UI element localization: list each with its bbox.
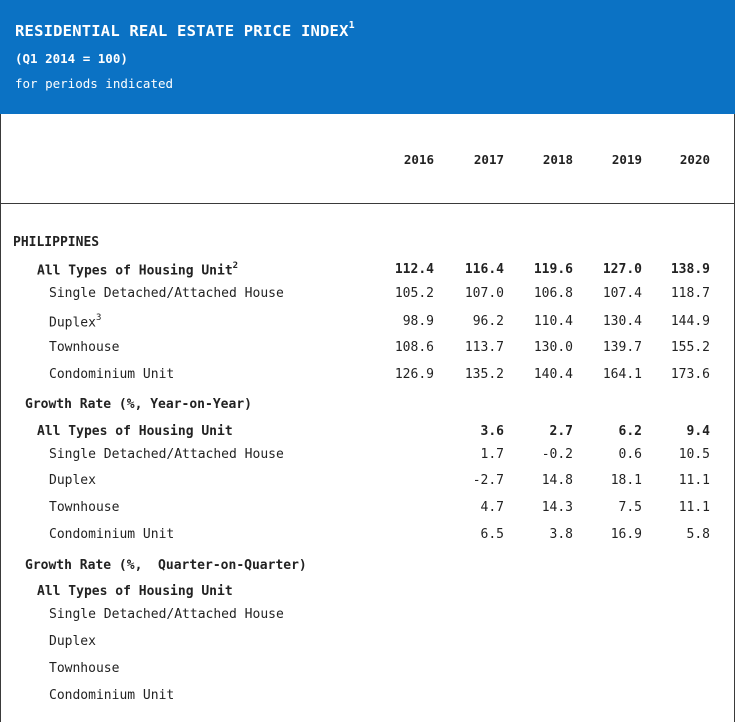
table-row: Condominium Unit 126.9 135.2 140.4 164.1…: [0, 367, 735, 389]
section-heading: Growth Rate (%, Quarter-on-Quarter): [25, 558, 307, 573]
table-cell: 106.8: [533, 286, 573, 301]
row-label: All Types of Housing Unit2: [37, 261, 239, 279]
table-title-text: RESIDENTIAL REAL ESTATE PRICE INDEX: [15, 22, 349, 41]
base-period: (Q1 2014 = 100): [15, 51, 128, 66]
table-cell: 113.7: [464, 340, 504, 355]
table-cell: -0.2: [541, 447, 573, 462]
region-row: PHILIPPINES: [0, 235, 735, 257]
section-heading: Growth Rate (%, Year-on-Year): [25, 397, 252, 412]
table-row: Single Detached/Attached House: [0, 607, 735, 629]
year-header: 2020: [679, 152, 710, 167]
row-label: Duplex: [49, 634, 96, 649]
table-row: All Types of Housing Unit: [0, 584, 735, 606]
table-row: All Types of Housing Unit 3.6 2.7 6.2 9.…: [0, 424, 735, 446]
table-cell: 130.4: [602, 314, 642, 329]
table-cell: 9.4: [686, 424, 710, 439]
table-row: Condominium Unit 6.5 3.8 16.9 5.8: [0, 527, 735, 549]
table-cell: 6.5: [480, 527, 504, 542]
table-cell: 144.9: [670, 314, 710, 329]
table-cell: 10.5: [678, 447, 710, 462]
table-cell: 155.2: [670, 340, 710, 355]
row-label: Duplex: [49, 473, 96, 488]
table-title: RESIDENTIAL REAL ESTATE PRICE INDEX1: [15, 20, 355, 41]
row-label: Townhouse: [49, 500, 120, 515]
table-row: Duplex3 98.9 96.2 110.4 130.4 144.9: [0, 313, 735, 336]
table-cell: 105.2: [394, 286, 434, 301]
table-cell: 11.1: [678, 500, 710, 515]
year-header: 2018: [542, 152, 573, 167]
table-cell: 1.7: [480, 447, 504, 462]
table-cell: 14.3: [541, 500, 573, 515]
table-cell: 110.4: [533, 314, 573, 329]
region-label: PHILIPPINES: [13, 235, 100, 250]
table-row: Single Detached/Attached House 1.7 -0.2 …: [0, 447, 735, 469]
table-cell: 3.6: [480, 424, 504, 439]
table-cell: 7.5: [618, 500, 642, 515]
table-row: Duplex: [0, 634, 735, 656]
table-cell: 164.1: [602, 367, 642, 382]
table-row: Townhouse: [0, 661, 735, 683]
table-cell: 126.9: [394, 367, 434, 382]
table-row: Townhouse 4.7 14.3 7.5 11.1: [0, 500, 735, 522]
table-cell: 98.9: [402, 314, 434, 329]
table-cell: 4.7: [480, 500, 504, 515]
row-label: Condominium Unit: [49, 527, 175, 542]
row-label: Single Detached/Attached House: [49, 447, 284, 462]
section-heading-row: Growth Rate (%, Quarter-on-Quarter): [0, 558, 735, 580]
table-cell: 118.7: [670, 286, 710, 301]
table-cell: -2.7: [472, 473, 504, 488]
year-header: 2016: [403, 152, 434, 167]
table-cell: 107.4: [602, 286, 642, 301]
row-label: Condominium Unit: [49, 688, 175, 703]
table-cell: 108.6: [394, 340, 434, 355]
row-label-text: Duplex: [49, 315, 96, 331]
table-cell: 14.8: [541, 473, 573, 488]
table-row: Duplex -2.7 14.8 18.1 11.1: [0, 473, 735, 495]
row-label: Townhouse: [49, 340, 120, 355]
table-cell: 11.1: [678, 473, 710, 488]
table-cell: 130.0: [533, 340, 573, 355]
row-label: All Types of Housing Unit: [37, 584, 233, 599]
table-cell: 140.4: [533, 367, 573, 382]
row-footnote: 3: [95, 313, 102, 323]
row-label: Single Detached/Attached House: [49, 286, 284, 301]
table-cell: 107.0: [464, 286, 504, 301]
table-cell: 116.4: [464, 262, 504, 277]
table-cell: 139.7: [602, 340, 642, 355]
table-cell: 2.7: [549, 424, 573, 439]
year-header: 2019: [611, 152, 642, 167]
row-label: Condominium Unit: [49, 367, 175, 382]
table-header: RESIDENTIAL REAL ESTATE PRICE INDEX1 (Q1…: [0, 0, 735, 114]
table-cell: 18.1: [610, 473, 642, 488]
row-label: Single Detached/Attached House: [49, 607, 284, 622]
title-footnote: 1: [348, 20, 355, 31]
table-cell: 96.2: [472, 314, 504, 329]
table-cell: 127.0: [602, 262, 642, 277]
table-cell: 119.6: [533, 262, 573, 277]
row-label: Duplex3: [49, 313, 102, 331]
row-footnote: 2: [232, 261, 239, 271]
table-cell: 5.8: [686, 527, 710, 542]
row-label-text: All Types of Housing Unit: [37, 263, 233, 279]
year-header: 2017: [473, 152, 504, 167]
table-cell: 135.2: [464, 367, 504, 382]
table-cell: 112.4: [394, 262, 434, 277]
row-label: All Types of Housing Unit: [37, 424, 233, 439]
period-note: for periods indicated: [15, 76, 174, 91]
table-row: Townhouse 108.6 113.7 130.0 139.7 155.2: [0, 340, 735, 362]
table-cell: 6.2: [618, 424, 642, 439]
table-cell: 138.9: [670, 262, 710, 277]
table-cell: 3.8: [549, 527, 573, 542]
table-row: All Types of Housing Unit2 112.4 116.4 1…: [0, 261, 735, 284]
row-label: Townhouse: [49, 661, 120, 676]
table-row: Condominium Unit: [0, 688, 735, 710]
table-cell: 173.6: [670, 367, 710, 382]
section-heading-row: Growth Rate (%, Year-on-Year): [0, 397, 735, 419]
table-cell: 0.6: [618, 447, 642, 462]
table-row: Single Detached/Attached House 105.2 107…: [0, 286, 735, 308]
table-cell: 16.9: [610, 527, 642, 542]
